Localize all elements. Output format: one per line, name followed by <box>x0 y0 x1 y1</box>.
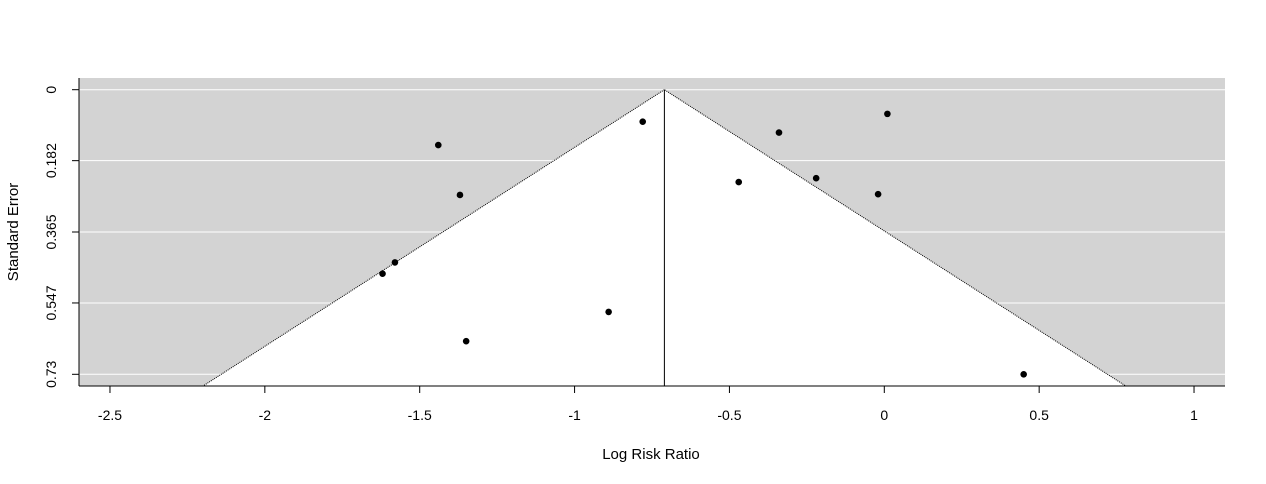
x-tick-label: -1.5 <box>408 407 432 423</box>
x-tick-label: 0 <box>880 407 888 423</box>
y-tick-label: 0.182 <box>43 143 59 178</box>
data-point <box>434 141 442 149</box>
x-tick-label: 1 <box>1190 407 1198 423</box>
x-axis-title: Log Risk Ratio <box>602 446 700 463</box>
y-tick-label: 0.547 <box>43 285 59 320</box>
x-tick-label: -2.5 <box>98 407 122 423</box>
data-point <box>1020 371 1027 378</box>
y-tick-label: 0.73 <box>43 360 59 387</box>
y-axis-title: Standard Error <box>5 183 22 281</box>
data-point <box>379 270 386 278</box>
data-point <box>884 110 891 118</box>
data-point <box>639 118 647 125</box>
y-tick-label: 0.365 <box>43 214 59 249</box>
data-point <box>456 191 464 199</box>
data-point <box>874 190 882 198</box>
x-tick-label: -0.5 <box>717 407 741 423</box>
x-tick-label: -1 <box>568 407 581 423</box>
data-point <box>812 174 820 182</box>
x-tick-label: 0.5 <box>1029 407 1049 423</box>
data-point <box>605 308 612 316</box>
y-tick-label: 0 <box>43 86 59 94</box>
data-point <box>391 259 399 266</box>
x-tick-label: -2 <box>259 407 272 423</box>
data-point <box>735 178 743 186</box>
data-point <box>775 129 783 136</box>
x-axis-ticks: -2.5 -2 -1.5 -1 -0.5 0 0.5 1 <box>98 386 1198 423</box>
data-points <box>379 110 1027 378</box>
data-point <box>462 337 470 345</box>
y-axis-ticks: 0 0.182 0.365 0.547 0.73 <box>43 86 79 388</box>
